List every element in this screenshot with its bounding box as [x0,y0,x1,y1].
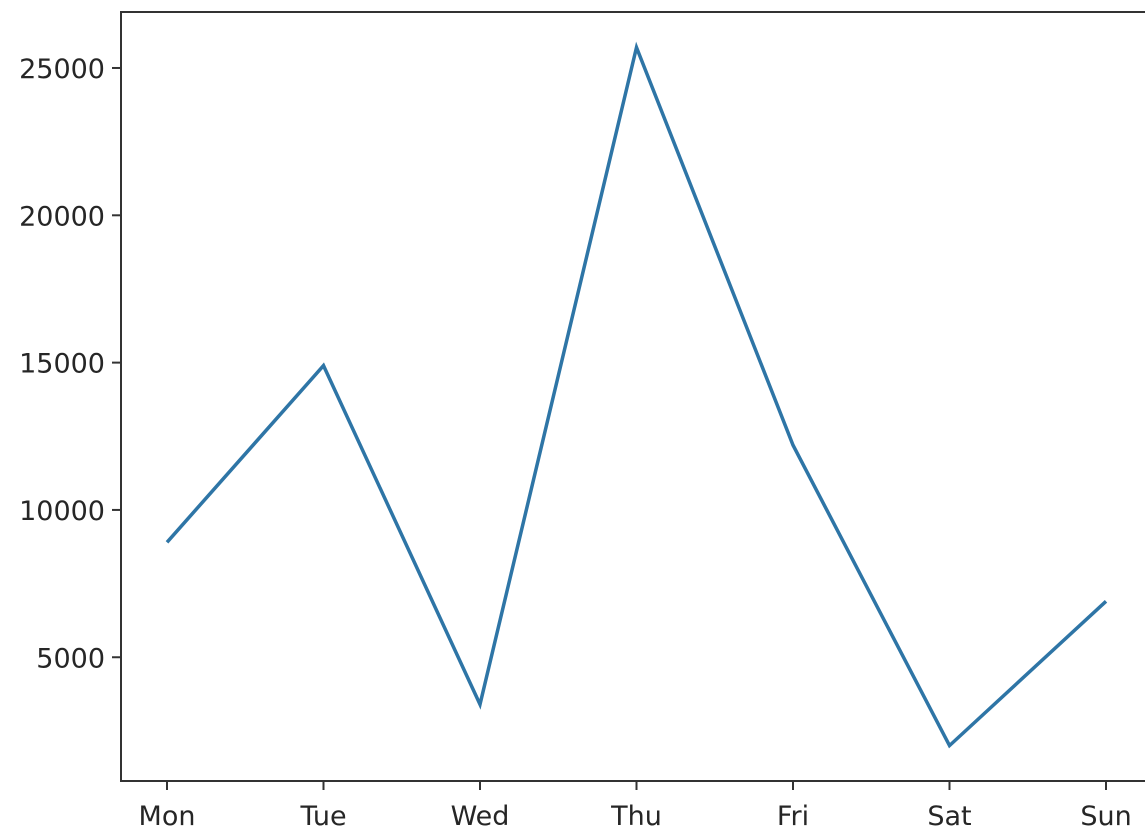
y-tick-label: 10000 [19,496,105,527]
y-tick-label: 20000 [19,201,105,232]
x-tick-label: Tue [299,801,346,832]
plot-area-frame [121,12,1145,781]
y-axis: 5000 10000 15000 20000 25000 [19,54,121,674]
y-tick-label: 15000 [19,349,105,380]
x-tick-label: Thu [610,801,662,832]
x-axis: Mon Tue Wed Thu Fri Sat Sun [139,781,1132,832]
y-tick-label: 5000 [36,643,105,674]
series-line [167,47,1106,745]
y-tick-label: 25000 [19,54,105,85]
x-tick-label: Wed [451,801,510,832]
x-tick-label: Sat [927,801,971,832]
x-tick-label: Fri [777,801,809,832]
series-layer [167,47,1106,745]
x-tick-label: Sun [1080,801,1131,832]
x-tick-label: Mon [139,801,196,832]
